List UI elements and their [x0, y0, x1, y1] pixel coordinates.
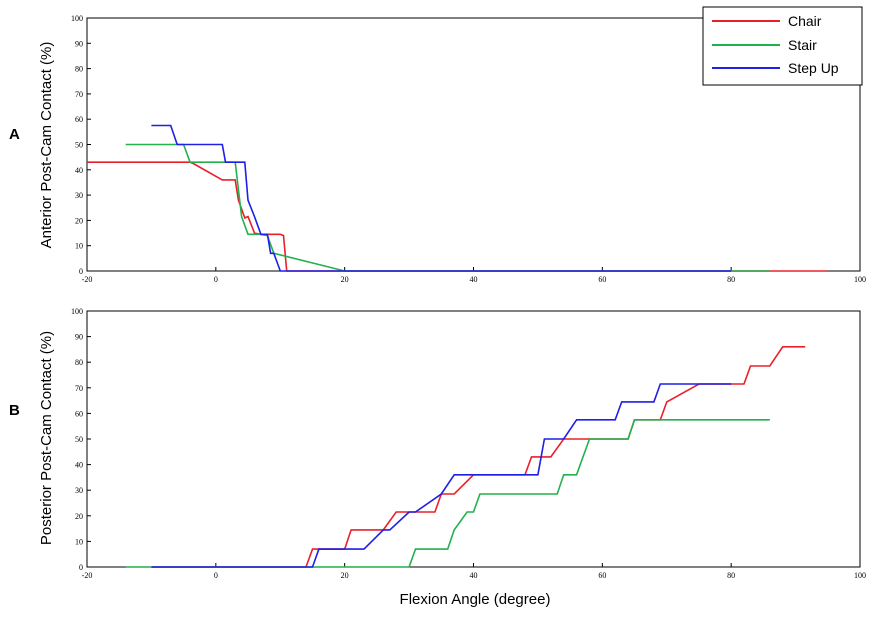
panel-b-ytick-label: 60 [75, 409, 83, 418]
panel-b: B Posterior Post-Cam Contact (%) -20 0 20 4… [9, 307, 866, 608]
panel-a-ytick-label: 50 [75, 141, 83, 150]
panel-b-series-step-up [151, 383, 732, 568]
panel-b-ylabel: Posterior Post-Cam Contact (%) [38, 331, 55, 545]
panel-b-ytick-label: 30 [75, 486, 83, 495]
panel-b-xtick-label: 60 [598, 571, 606, 580]
panel-b-plot-frame [86, 310, 861, 568]
panel-a-label: A [9, 126, 20, 143]
panel-b-ytick-label: 10 [75, 537, 83, 546]
panel-b-xtick-label: 100 [854, 571, 866, 580]
panel-b-lines [125, 345, 806, 568]
panel-b-series-chair [151, 345, 806, 568]
panel-a-xtick-label: 60 [598, 275, 606, 284]
panel-b-ytick-label: 70 [75, 384, 83, 393]
panel-b-ytick-label: 50 [75, 435, 83, 444]
panel-a-ytick-label: 90 [75, 39, 83, 48]
panel-b-label: B [9, 402, 20, 419]
panel-a-ytick-label: 10 [75, 242, 83, 251]
panel-b-ytick-label: 80 [75, 358, 83, 367]
legend-label-stair: Stair [788, 37, 817, 53]
panel-a-ylabel: Anterior Post-Cam Contact (%) [38, 42, 55, 249]
panel-a-ytick-label: 30 [75, 191, 83, 200]
panel-a-series-step-up [151, 124, 732, 272]
panel-a-ytick-label: 20 [75, 216, 83, 225]
panel-b-xtick-label: 40 [470, 571, 478, 580]
panel-a-xtick-label: 0 [214, 275, 218, 284]
panel-a: A Anterior Post-Cam Contact (%) -20 0 20 40… [9, 6, 866, 284]
panel-a-xtick-label: -20 [82, 275, 93, 284]
panel-a-ytick-label: 70 [75, 90, 83, 99]
panel-b-xtick-label: 0 [214, 571, 218, 580]
panel-b-ytick-label: 100 [71, 307, 83, 316]
panel-a-ytick-label: 40 [75, 166, 83, 175]
legend-label-chair: Chair [788, 13, 822, 29]
panel-a-ytick-label: 60 [75, 115, 83, 124]
panel-b-ytick-label: 40 [75, 461, 83, 470]
legend: Chair Stair Step Up [702, 6, 863, 86]
panel-b-ytick-label: 90 [75, 333, 83, 342]
panel-a-xtick-label: 40 [470, 275, 478, 284]
panel-b-ytick-label: 0 [79, 563, 83, 572]
panel-a-ytick-label: 80 [75, 65, 83, 74]
panel-a-xtick-label: 100 [854, 275, 866, 284]
panel-a-xtick-label: 80 [727, 275, 735, 284]
panel-b-xtick-label: -20 [82, 571, 93, 580]
panel-a-ytick-label: 100 [71, 14, 83, 23]
panel-a-series-stair [125, 143, 770, 272]
panel-a-ytick-label: 0 [79, 267, 83, 276]
panel-b-xlabel: Flexion Angle (degree) [400, 591, 551, 608]
panel-a-xtick-label: 20 [341, 275, 349, 284]
panel-b-series-stair [125, 418, 770, 568]
panel-a-series-chair [87, 161, 828, 272]
panel-b-xtick-label: 20 [341, 571, 349, 580]
panel-b-xtick-label: 80 [727, 571, 735, 580]
panel-b-ytick-label: 20 [75, 512, 83, 521]
legend-label-step-up: Step Up [788, 60, 839, 76]
panel-a-lines [87, 124, 828, 272]
